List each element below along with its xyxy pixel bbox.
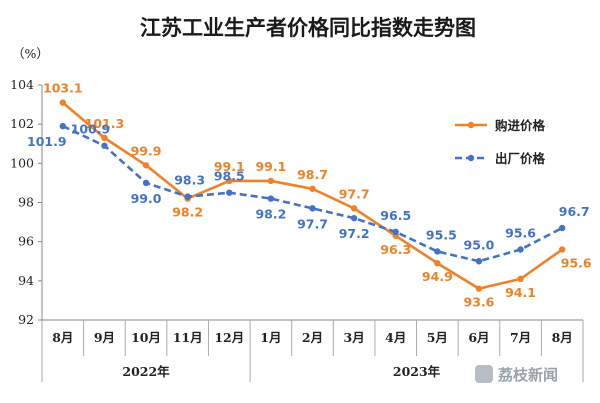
legend-label: 出厂价格 — [495, 151, 546, 166]
legend-marker — [467, 121, 475, 129]
data-point — [309, 205, 316, 212]
series-layer: 103.1 101.3 99.9 98.2 99.1 99.1 98.7 97.7 96.3 94… — [27, 81, 592, 310]
data-point — [350, 214, 358, 222]
data-point — [517, 275, 524, 283]
data-label: 95.0 — [464, 237, 495, 252]
y-tick-label: 98 — [18, 195, 34, 210]
watermark-text: 荔枝新闻 — [498, 366, 558, 384]
year-label: 2023年 — [393, 364, 441, 379]
y-tick-label: 94 — [18, 273, 34, 288]
y-axis-unit: （%） — [12, 46, 49, 61]
x-tick-label: 10月 — [131, 330, 161, 345]
data-point — [517, 246, 524, 253]
data-point — [350, 205, 358, 212]
year-label: 2022年 — [122, 364, 170, 379]
legend-item: 购进价格 — [455, 118, 546, 133]
data-point — [392, 228, 399, 236]
x-tick-label: 6月 — [468, 330, 489, 345]
x-tick-label: 7月 — [510, 330, 531, 345]
data-point — [184, 193, 191, 200]
series-purchase-price: 103.1 101.3 99.9 98.2 99.1 99.1 98.7 97.7 96.3 94… — [43, 81, 592, 310]
data-label: 95.5 — [426, 227, 457, 242]
data-label: 99.1 — [255, 159, 286, 174]
data-label: 95.6 — [561, 256, 592, 271]
data-point — [475, 285, 483, 292]
y-tick-label: 104 — [10, 77, 34, 92]
data-point — [267, 177, 275, 185]
data-point — [558, 224, 566, 232]
data-point — [267, 195, 275, 202]
data-point — [142, 162, 150, 169]
x-tick-label: 2月 — [302, 330, 323, 345]
watermark: 荔枝新闻 — [475, 365, 558, 384]
data-label: 94.9 — [422, 269, 453, 284]
data-label: 96.7 — [559, 204, 590, 219]
x-tick-label: 11月 — [173, 330, 203, 345]
data-point — [101, 134, 108, 142]
y-tick-label: 102 — [10, 116, 34, 131]
data-point — [434, 248, 441, 255]
data-point — [59, 122, 67, 130]
data-point — [101, 142, 108, 149]
y-tick-label: 96 — [18, 234, 34, 249]
data-label: 98.7 — [297, 167, 328, 182]
data-label: 98.5 — [214, 169, 245, 184]
x-tick-label: 5月 — [427, 330, 448, 345]
data-label: 98.3 — [174, 173, 205, 188]
axes: 92 94 96 98 100 102 104 2022年 2023年 8月 9月 10月 11月 12月… — [10, 77, 584, 382]
data-label: 103.1 — [43, 81, 83, 96]
x-tick-label: 12月 — [214, 330, 244, 345]
x-tick-label: 4月 — [385, 330, 406, 345]
y-tick-label: 92 — [18, 312, 34, 327]
x-tick-label: 1月 — [260, 330, 281, 345]
data-label: 100.9 — [71, 122, 111, 137]
data-label: 96.3 — [380, 242, 411, 257]
data-label: 97.7 — [297, 216, 328, 231]
data-point — [558, 246, 566, 253]
data-label: 101.9 — [27, 134, 67, 149]
data-label: 97.7 — [339, 186, 370, 201]
lychee-news-logo-icon — [475, 365, 493, 383]
data-label: 98.2 — [255, 207, 286, 222]
data-label: 99.1 — [214, 159, 245, 174]
data-label: 99.0 — [131, 191, 162, 206]
series-factory-price: 101.9 100.9 99.0 98.3 98.5 98.2 97.7 97.2 96.5 95… — [27, 122, 590, 265]
data-label: 93.6 — [464, 295, 495, 310]
legend-marker — [467, 154, 475, 162]
x-tick-label: 8月 — [552, 330, 573, 345]
data-label: 98.2 — [172, 205, 203, 220]
x-tick-label: 3月 — [344, 330, 365, 345]
data-point — [309, 185, 316, 192]
data-label: 95.6 — [505, 226, 536, 241]
chart-title: 江苏工业生产者价格同比指数走势图 — [140, 16, 476, 40]
data-point — [59, 99, 67, 106]
data-point — [226, 189, 233, 196]
x-tick-label: 8月 — [52, 330, 73, 345]
data-point — [226, 177, 233, 185]
data-label: 94.1 — [505, 285, 536, 300]
data-label: 96.5 — [380, 208, 411, 223]
legend-item: 出厂价格 — [455, 151, 546, 166]
data-label: 101.3 — [85, 116, 125, 131]
y-tick-label: 100 — [10, 155, 34, 170]
data-label: 99.9 — [131, 143, 162, 158]
x-tick-label: 9月 — [94, 330, 115, 345]
data-label: 97.2 — [339, 226, 370, 241]
data-point — [475, 258, 483, 265]
data-point — [142, 179, 150, 187]
data-point — [434, 260, 441, 267]
legend-label: 购进价格 — [495, 118, 546, 133]
